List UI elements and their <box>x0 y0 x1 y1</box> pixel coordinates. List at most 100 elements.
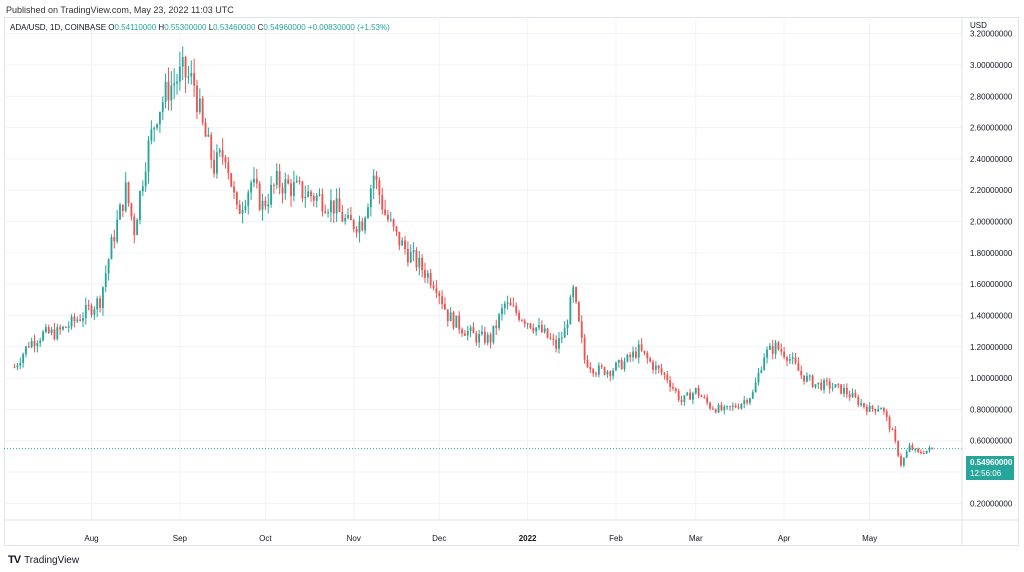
candle-body <box>25 346 27 355</box>
footer-brand[interactable]: TV TradingView <box>8 554 79 566</box>
candle-body <box>837 384 840 386</box>
candle-body <box>466 330 469 336</box>
candle-body <box>147 140 150 172</box>
time-tick-label: Nov <box>347 534 361 543</box>
candle-body <box>42 331 44 341</box>
candle-body <box>672 387 674 389</box>
candle-body <box>201 98 204 123</box>
candle-body <box>823 380 825 390</box>
candle-body <box>412 250 415 253</box>
price-axis: 3.20000000 3.00000000 2.80000000 2.60000000… <box>970 30 1013 509</box>
candle-body <box>874 408 877 412</box>
candle-body <box>178 66 181 82</box>
candle-body <box>928 447 931 451</box>
candle-body <box>902 457 905 466</box>
candle-body <box>917 448 920 452</box>
candle-body <box>93 309 96 315</box>
price-tick-label: 1.80000000 <box>970 249 1013 258</box>
price-tick-label: 1.00000000 <box>970 374 1013 383</box>
candle-body <box>558 338 560 349</box>
candle-body <box>577 302 580 322</box>
candle-body <box>119 204 121 220</box>
candle-body <box>569 297 572 325</box>
candle-body <box>364 217 367 231</box>
candle-body <box>506 302 509 304</box>
candle-body <box>871 405 874 409</box>
high-label: H <box>158 23 165 32</box>
candle-body <box>691 393 694 400</box>
time-tick-label: Dec <box>432 534 446 543</box>
candle-body <box>566 324 569 329</box>
candle-body <box>196 85 198 113</box>
currency-label: USD <box>970 21 987 30</box>
candle-body <box>555 339 558 349</box>
candle-body <box>415 250 418 268</box>
candle-body <box>432 285 435 289</box>
candle-body <box>780 349 783 352</box>
candle-body <box>79 319 82 321</box>
candle-body <box>726 406 729 408</box>
candle-body <box>424 270 426 278</box>
candle-body <box>244 206 247 210</box>
candle-body <box>868 405 871 412</box>
candle-body <box>743 400 746 404</box>
candle-body <box>538 324 540 328</box>
candle-body <box>250 182 253 193</box>
candle-body <box>697 388 700 396</box>
candle-body <box>113 236 116 242</box>
candle-body <box>643 350 646 353</box>
candle-body <box>170 85 173 101</box>
candle-body <box>920 451 922 454</box>
candle-body <box>620 359 623 370</box>
candle-body <box>352 220 355 229</box>
candle-body <box>324 211 327 213</box>
candle-body <box>808 375 811 377</box>
candle-body <box>478 334 481 343</box>
candles <box>13 46 934 468</box>
candle-body <box>267 204 270 207</box>
candle-body <box>922 453 925 455</box>
candle-body <box>749 398 751 403</box>
candle-body <box>729 406 731 408</box>
candle-body <box>472 327 475 334</box>
candle-body <box>372 175 375 189</box>
candle-body <box>768 345 771 350</box>
candle-body <box>281 187 284 194</box>
candle-body <box>498 314 501 328</box>
candle-body <box>127 182 130 204</box>
candle-body <box>640 344 643 351</box>
candle-body <box>82 318 84 321</box>
candle-body <box>84 305 87 319</box>
candle-body <box>90 305 93 315</box>
brand-name: TradingView <box>24 554 80 566</box>
candle-body <box>820 382 823 390</box>
candle-body <box>290 183 292 196</box>
candle-body <box>330 200 332 213</box>
price-tick-label: 3.20000000 <box>970 30 1013 39</box>
price-tick-label: 2.20000000 <box>970 186 1013 195</box>
candle-body <box>560 337 563 339</box>
candle-body <box>227 162 230 174</box>
candle-body <box>463 333 466 336</box>
candle-body <box>278 171 281 188</box>
candle-body <box>766 349 768 358</box>
candle-body <box>62 326 64 330</box>
symbol-label: ADA/USD, 1D, COINBASE <box>10 23 107 32</box>
candle-body <box>461 329 463 334</box>
candle-body <box>141 186 144 192</box>
candle-body <box>258 183 261 210</box>
candle-body <box>649 358 652 362</box>
candle-body <box>706 397 709 403</box>
candle-body <box>76 319 79 322</box>
candle-body <box>518 312 520 320</box>
candle-body <box>680 400 683 402</box>
candle-body <box>828 381 831 389</box>
candle-body <box>233 186 235 193</box>
candle-body <box>332 200 335 214</box>
candle-body <box>677 390 680 401</box>
time-tick-label: May <box>862 534 877 543</box>
candle-body <box>310 191 312 197</box>
candle-body <box>455 315 458 328</box>
candle-body <box>803 375 806 382</box>
